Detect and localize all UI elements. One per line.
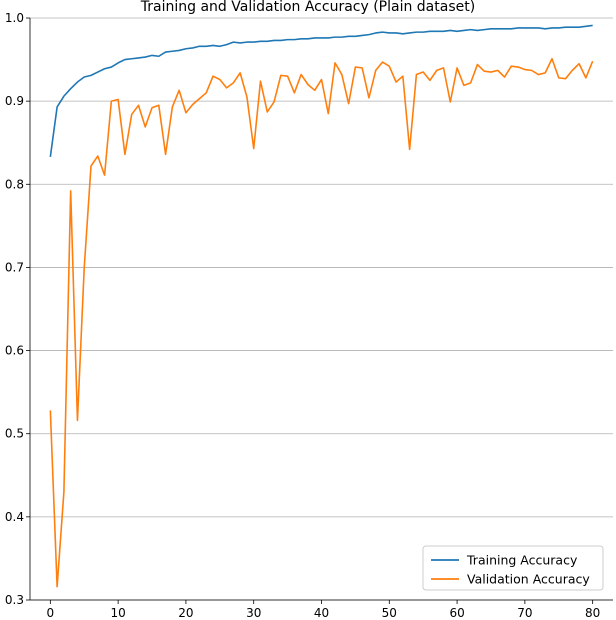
y-tick-label: 0.3 [5,593,24,607]
y-tick-label: 0.6 [5,344,24,358]
y-tick-label: 1.0 [5,11,24,25]
legend-label: Training Accuracy [466,553,578,568]
gridlines [30,17,613,601]
y-tick-label: 0.5 [5,427,24,441]
y-tick-label: 0.4 [5,510,24,524]
x-tick-label: 50 [382,606,397,620]
y-tick-label: 0.8 [5,177,24,191]
x-tick-label: 70 [517,606,532,620]
legend-label: Validation Accuracy [467,572,590,587]
plot-series [49,24,594,588]
x-tick-label: 0 [47,606,55,620]
x-tick-label: 10 [110,606,125,620]
series-line-training-accuracy [49,24,593,157]
x-tick-label: 80 [585,606,600,620]
legend: Training Accuracy Validation Accuracy [422,545,604,591]
y-tick-label: 0.7 [5,260,24,274]
series-line-validation-accuracy [49,57,594,588]
y-tick-label: 0.9 [5,94,24,108]
legend-box [422,545,604,591]
x-tick-label: 30 [246,606,261,620]
x-tick-label: 60 [449,606,464,620]
x-tick-label: 20 [178,606,193,620]
x-tick-label: 40 [314,606,329,620]
chart-title: Training and Validation Accuracy (Plain … [140,0,475,15]
axes: 0.3 0.4 0.5 0.6 0.7 0.8 0.9 1.0 0 10 20 30 40 50 60 70 8… [5,11,613,620]
